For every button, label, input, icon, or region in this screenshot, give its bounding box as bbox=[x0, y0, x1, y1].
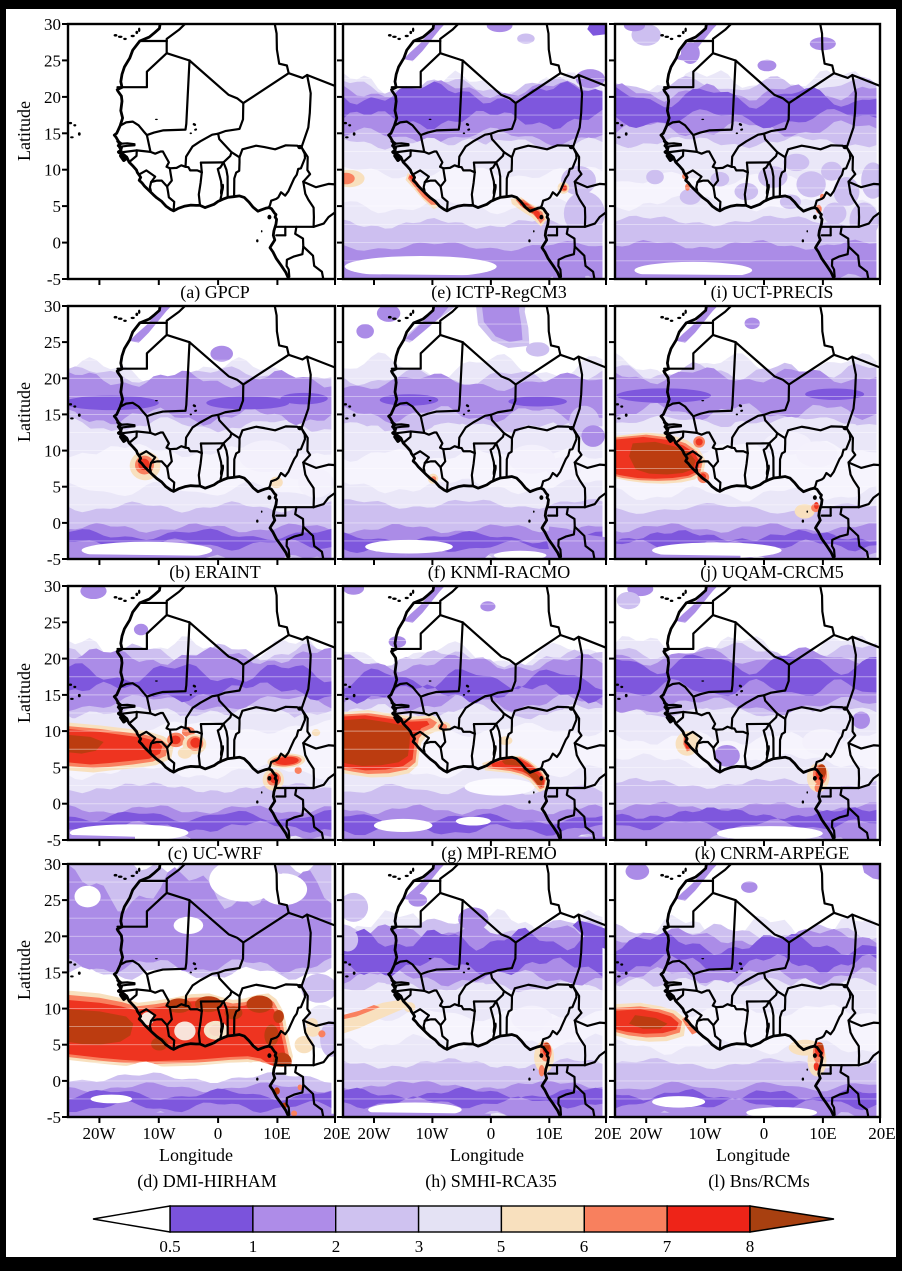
svg-text:0: 0 bbox=[53, 234, 62, 253]
svg-text:(b) ERAINT: (b) ERAINT bbox=[169, 562, 260, 583]
svg-text:(f) KNMI-RACMO: (f) KNMI-RACMO bbox=[428, 562, 571, 583]
svg-text:Longitude: Longitude bbox=[716, 1145, 790, 1165]
svg-text:20: 20 bbox=[44, 927, 61, 946]
svg-text:2: 2 bbox=[332, 1237, 341, 1256]
svg-text:5: 5 bbox=[497, 1237, 506, 1256]
svg-text:15: 15 bbox=[44, 963, 61, 982]
svg-text:Latitude: Latitude bbox=[14, 382, 34, 442]
svg-text:30: 30 bbox=[44, 15, 61, 34]
svg-text:0.5: 0.5 bbox=[159, 1237, 180, 1256]
svg-text:20W: 20W bbox=[82, 1124, 116, 1143]
svg-text:Longitude: Longitude bbox=[450, 1145, 524, 1165]
svg-text:20W: 20W bbox=[629, 1124, 663, 1143]
svg-text:15: 15 bbox=[44, 686, 61, 705]
svg-text:(l) Bns/RCMs: (l) Bns/RCMs bbox=[708, 1171, 810, 1192]
svg-text:8: 8 bbox=[746, 1237, 755, 1256]
svg-text:10: 10 bbox=[44, 442, 61, 461]
svg-text:10: 10 bbox=[44, 1000, 61, 1019]
svg-text:30: 30 bbox=[44, 577, 61, 596]
svg-text:0: 0 bbox=[214, 1124, 223, 1143]
svg-text:5: 5 bbox=[53, 1036, 62, 1055]
svg-text:(g) MPI-REMO: (g) MPI-REMO bbox=[441, 843, 557, 864]
svg-text:15: 15 bbox=[44, 405, 61, 424]
svg-text:25: 25 bbox=[44, 891, 61, 910]
svg-text:-5: -5 bbox=[47, 831, 61, 850]
svg-text:(a) GPCP: (a) GPCP bbox=[180, 282, 250, 303]
svg-text:(h) SMHI-RCA35: (h) SMHI-RCA35 bbox=[425, 1171, 557, 1192]
svg-text:10: 10 bbox=[44, 722, 61, 741]
svg-text:5: 5 bbox=[53, 478, 62, 497]
svg-text:-5: -5 bbox=[47, 1108, 61, 1127]
svg-text:10W: 10W bbox=[688, 1124, 722, 1143]
svg-text:0: 0 bbox=[760, 1124, 769, 1143]
svg-text:3: 3 bbox=[415, 1237, 424, 1256]
svg-text:Longitude: Longitude bbox=[159, 1145, 233, 1165]
svg-text:Latitude: Latitude bbox=[14, 940, 34, 1000]
svg-text:25: 25 bbox=[44, 51, 61, 70]
svg-text:10W: 10W bbox=[415, 1124, 449, 1143]
svg-text:0: 0 bbox=[53, 514, 62, 533]
svg-text:20: 20 bbox=[44, 88, 61, 107]
svg-text:0: 0 bbox=[487, 1124, 496, 1143]
svg-text:20W: 20W bbox=[357, 1124, 391, 1143]
svg-text:20E: 20E bbox=[323, 1124, 350, 1143]
svg-text:-5: -5 bbox=[47, 270, 61, 289]
svg-text:10E: 10E bbox=[535, 1124, 562, 1143]
svg-text:-5: -5 bbox=[47, 550, 61, 569]
svg-text:30: 30 bbox=[44, 297, 61, 316]
svg-text:10: 10 bbox=[44, 161, 61, 180]
svg-text:(i) UCT-PRECIS: (i) UCT-PRECIS bbox=[711, 282, 834, 303]
svg-text:Latitude: Latitude bbox=[14, 101, 34, 161]
svg-text:10E: 10E bbox=[809, 1124, 836, 1143]
svg-text:0: 0 bbox=[53, 795, 62, 814]
svg-text:15: 15 bbox=[44, 124, 61, 143]
svg-text:(k) CNRM-ARPEGE: (k) CNRM-ARPEGE bbox=[695, 843, 850, 864]
svg-text:(d) DMI-HIRHAM: (d) DMI-HIRHAM bbox=[137, 1171, 276, 1192]
svg-text:(j) UQAM-CRCM5: (j) UQAM-CRCM5 bbox=[700, 562, 844, 583]
svg-text:20E: 20E bbox=[868, 1124, 895, 1143]
svg-text:20: 20 bbox=[44, 369, 61, 388]
svg-text:0: 0 bbox=[53, 1072, 62, 1091]
svg-text:1: 1 bbox=[249, 1237, 258, 1256]
svg-text:25: 25 bbox=[44, 333, 61, 352]
svg-text:5: 5 bbox=[53, 758, 62, 777]
svg-text:6: 6 bbox=[580, 1237, 589, 1256]
svg-text:(c) UC-WRF: (c) UC-WRF bbox=[168, 843, 262, 864]
svg-text:5: 5 bbox=[53, 197, 62, 216]
svg-text:10W: 10W bbox=[142, 1124, 176, 1143]
svg-text:(e) ICTP-RegCM3: (e) ICTP-RegCM3 bbox=[431, 282, 566, 303]
svg-text:20E: 20E bbox=[594, 1124, 621, 1143]
svg-text:20: 20 bbox=[44, 650, 61, 669]
svg-text:Latitude: Latitude bbox=[14, 663, 34, 723]
svg-text:25: 25 bbox=[44, 613, 61, 632]
svg-text:7: 7 bbox=[663, 1237, 672, 1256]
svg-text:10E: 10E bbox=[263, 1124, 290, 1143]
svg-text:30: 30 bbox=[44, 855, 61, 874]
